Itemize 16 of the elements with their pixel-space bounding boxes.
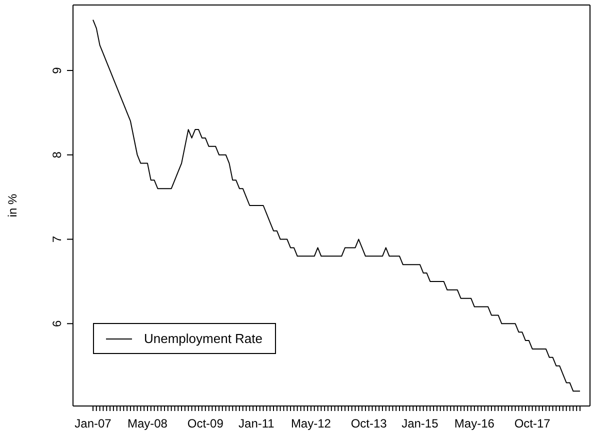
x-tick-label: Oct-13 xyxy=(350,416,388,431)
y-tick-label: 8 xyxy=(50,151,64,158)
legend-label: Unemployment Rate xyxy=(144,331,262,346)
x-tick-label: May-12 xyxy=(290,416,332,431)
x-tick-label: May-08 xyxy=(127,416,168,431)
x-tick-label: Jan-15 xyxy=(402,416,439,431)
x-tick-label: Oct-17 xyxy=(514,416,551,431)
y-axis-title: in % xyxy=(5,194,20,218)
y-tick-label: 9 xyxy=(50,66,64,74)
x-tick-label: Oct-09 xyxy=(187,416,224,431)
x-tick-label: Jan-11 xyxy=(238,416,275,431)
y-tick-label: 6 xyxy=(50,320,64,327)
y-tick-label: 7 xyxy=(50,236,64,243)
line-series xyxy=(92,19,580,392)
x-tick-label: Jan-07 xyxy=(74,416,112,431)
x-tick-label: May-16 xyxy=(454,416,495,431)
